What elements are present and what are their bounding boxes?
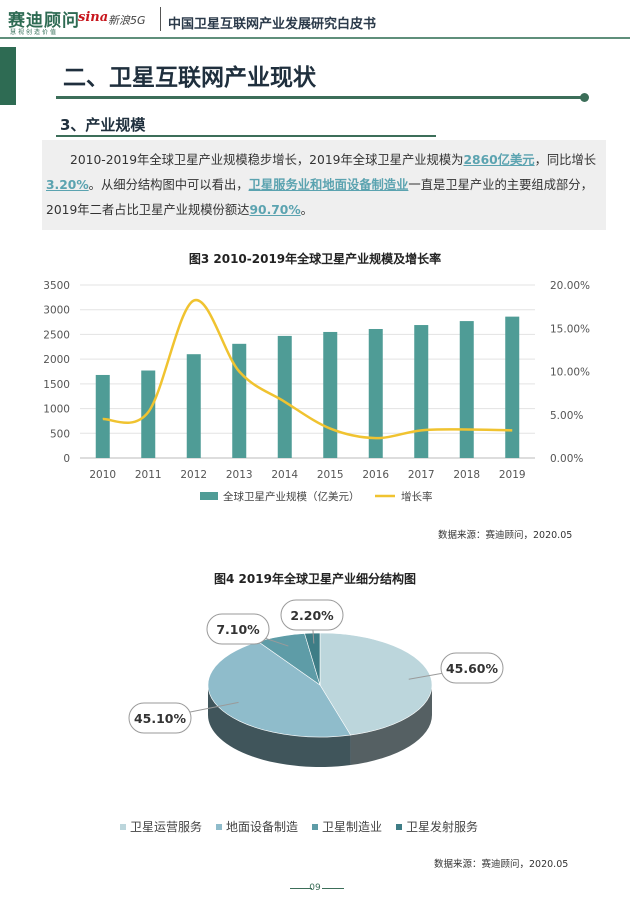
bar xyxy=(323,331,338,458)
legend-swatch xyxy=(216,823,223,830)
page-header: 赛迪顾问 慧视创造价值 sina 新浪5G 中国卫星互联网产业发展研究白皮书 xyxy=(0,0,630,40)
section-rule xyxy=(56,96,584,99)
y-tick-label: 1500 xyxy=(43,379,70,391)
highlight-growth: 3.20% xyxy=(46,178,89,192)
page-number-rule-left xyxy=(290,888,312,889)
figure3-chart: 0 500 1000 1500 2000 2500 3000 3500 0.00% 5.00% 10… xyxy=(43,280,590,503)
callout-bubble xyxy=(280,599,344,631)
bar xyxy=(141,370,156,458)
sina-logo: sina xyxy=(78,10,109,25)
pie-slice-side xyxy=(350,685,432,766)
pie-slice xyxy=(319,632,433,736)
subsection-rule xyxy=(56,135,436,137)
legend-label: 卫星发射服务 xyxy=(406,820,479,834)
legend-label: 卫星运营服务 xyxy=(130,820,203,834)
highlight-sectors: 卫星服务业和地面设备制造业 xyxy=(248,178,409,192)
sina-5g-label: 新浪5G xyxy=(108,14,146,27)
legend-item: 地面设备制造 xyxy=(216,818,298,835)
callout-bubble xyxy=(128,702,192,734)
figure4-source: 数据来源：赛迪顾问，2020.05 xyxy=(434,859,569,870)
x-tick-label: 2012 xyxy=(180,469,207,481)
y-tick-label: 3500 xyxy=(43,280,70,292)
x-tick-label: 2016 xyxy=(362,469,389,481)
summary-box xyxy=(42,140,606,230)
x-tick-label: 2014 xyxy=(271,469,298,481)
legend-swatch xyxy=(396,823,403,830)
header-divider xyxy=(160,7,161,31)
highlight-market-size: 2860亿美元 xyxy=(463,153,535,167)
y-tick-label: 0 xyxy=(63,453,70,465)
legend-item: 卫星制造业 xyxy=(312,818,382,835)
x-tick-label: 2017 xyxy=(408,469,435,481)
legend-swatch xyxy=(120,823,126,830)
y2-tick-label: 15.00% xyxy=(550,323,590,335)
bar xyxy=(232,343,247,458)
para-text-3: 。从细分结构图中可以看出， xyxy=(88,178,249,192)
page-number: 09 xyxy=(309,883,321,893)
para-text-2: ，同比增长 xyxy=(534,153,597,167)
pie-data-label: 45.60% xyxy=(446,661,499,676)
y-tick-label: 2500 xyxy=(43,329,70,341)
bar xyxy=(414,325,429,458)
ccid-logo-tagline: 慧视创造价值 xyxy=(10,29,59,36)
pie-slice xyxy=(304,632,321,686)
y-tick-label: 2000 xyxy=(43,354,70,366)
pie-data-label: 7.10% xyxy=(216,622,260,637)
legend-swatch-bar xyxy=(200,492,218,500)
summary-paragraph: 2010-2019年全球卫星产业规模稳步增长，2019年全球卫星产业规模为286… xyxy=(46,148,602,223)
y-tick-label: 1000 xyxy=(43,404,70,416)
bar xyxy=(95,374,110,458)
x-tick-label: 2018 xyxy=(453,469,480,481)
section-title: 二、卫星互联网产业现状 xyxy=(63,65,316,91)
x-tick-label: 2011 xyxy=(135,469,162,481)
growth-rate-line xyxy=(102,299,513,440)
para-text-1: 2010-2019年全球卫星产业规模稳步增长，2019年全球卫星产业规模为 xyxy=(70,153,464,167)
legend-label: 地面设备制造 xyxy=(226,820,299,834)
para-text-4: 一直是卫星产业的主要组成部分，2019年二者占比卫星产业规模份额达 xyxy=(46,178,593,217)
x-tick-label: 2013 xyxy=(226,469,253,481)
legend-item: 卫星运营服务 xyxy=(120,818,202,835)
callout-bubble xyxy=(206,613,270,645)
bar xyxy=(186,354,201,458)
pie-data-label: 2.20% xyxy=(290,608,334,623)
x-tick-label: 2010 xyxy=(89,469,116,481)
y2-tick-label: 0.00% xyxy=(550,453,583,465)
header-rule xyxy=(0,37,630,39)
y2-tick-label: 10.00% xyxy=(550,367,590,379)
pie-slice-side xyxy=(208,685,351,767)
y2-tick-label: 20.00% xyxy=(550,280,590,292)
legend-item: 卫星发射服务 xyxy=(396,818,478,835)
page-number-rule-right xyxy=(322,888,344,889)
figure4-title: 图4 2019年全球卫星产业细分结构图 xyxy=(214,572,416,586)
figure4-legend: 卫星运营服务 地面设备制造 卫星制造业 卫星发射服务 xyxy=(120,818,540,835)
section-rule-dot xyxy=(580,93,589,102)
section-accent-bar xyxy=(0,47,16,105)
legend-swatch xyxy=(312,823,319,830)
bar xyxy=(277,335,292,458)
x-tick-label: 2015 xyxy=(317,469,344,481)
bar xyxy=(459,321,474,458)
y2-tick-label: 5.00% xyxy=(550,410,583,422)
pie-data-label: 45.10% xyxy=(134,711,187,726)
figure3-title: 图3 2010-2019年全球卫星产业规模及增长率 xyxy=(188,252,442,266)
document-title: 中国卫星互联网产业发展研究白皮书 xyxy=(168,17,377,32)
ccid-logo: 赛迪顾问 xyxy=(8,11,80,31)
highlight-share: 90.70% xyxy=(249,203,301,217)
figure4-chart: 45.60% 45.10% 7.10% 2.20% xyxy=(128,599,504,767)
para-text-5: 。 xyxy=(300,203,313,217)
legend-label-line: 增长率 xyxy=(401,490,433,503)
bar xyxy=(368,328,383,458)
figure3-source: 数据来源：赛迪顾问，2020.05 xyxy=(438,530,573,541)
y-tick-label: 500 xyxy=(50,428,70,440)
legend-label-bar: 全球卫星产业规模（亿美元） xyxy=(223,490,360,503)
y-tick-label: 3000 xyxy=(43,305,70,317)
x-tick-label: 2019 xyxy=(499,469,526,481)
callout-bubble xyxy=(440,652,504,684)
subsection-title: 3、产业规模 xyxy=(60,116,146,134)
bar xyxy=(505,316,520,458)
legend-label: 卫星制造业 xyxy=(322,820,383,834)
